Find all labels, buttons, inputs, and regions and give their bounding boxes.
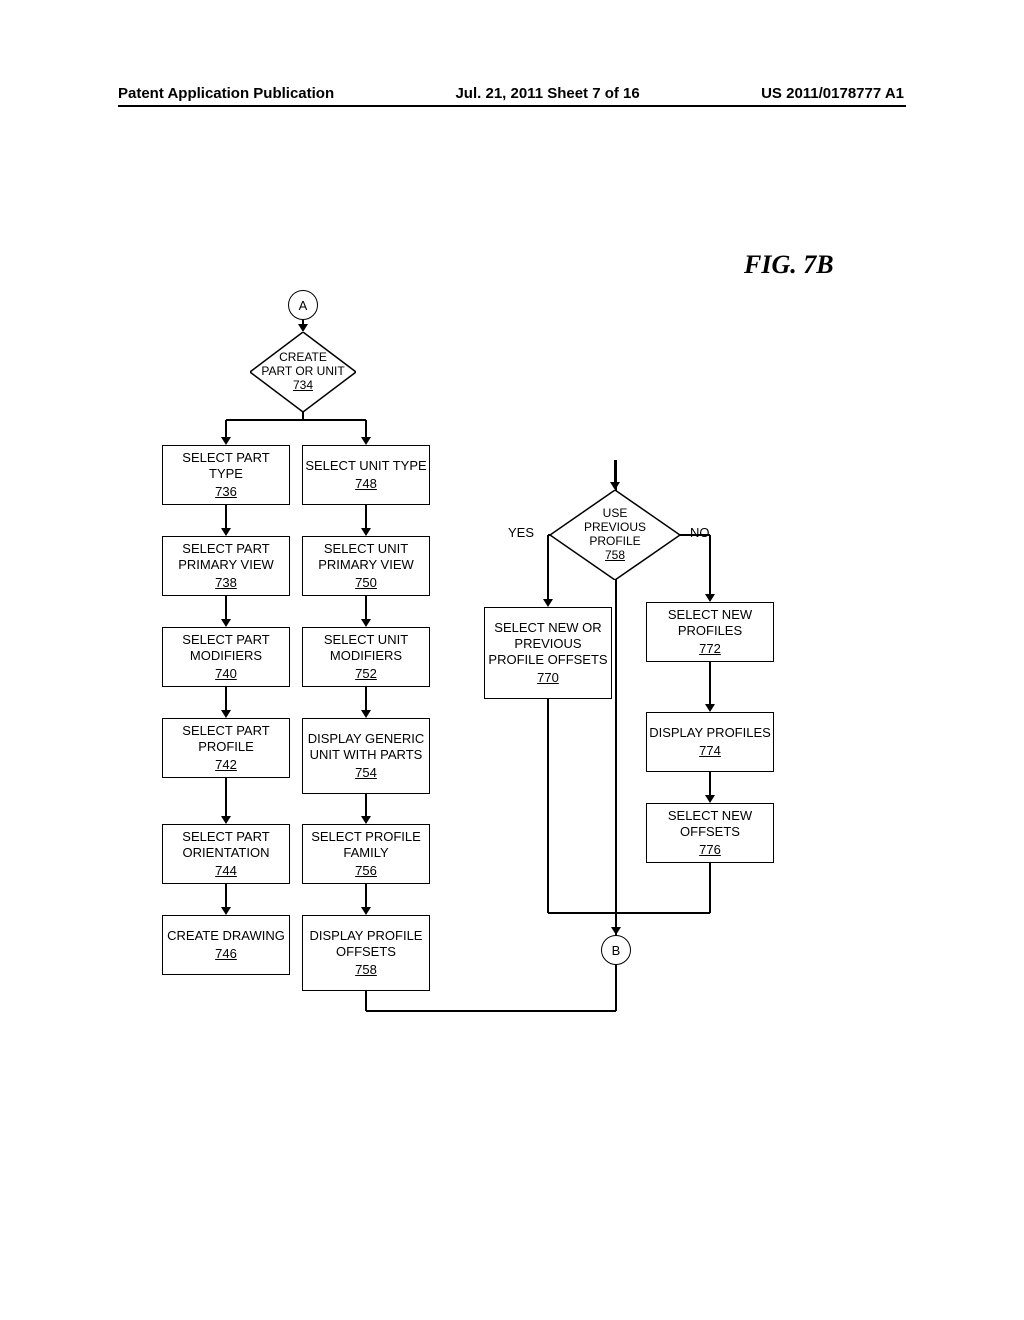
label-yes: YES bbox=[508, 525, 534, 540]
process-box: SELECT NEW OFFSETS776 bbox=[646, 803, 774, 863]
header-left: Patent Application Publication bbox=[118, 85, 334, 102]
process-box: SELECT NEW OR PREVIOUS PROFILE OFFSETS77… bbox=[484, 607, 612, 699]
process-box: DISPLAY PROFILE OFFSETS758 bbox=[302, 915, 430, 991]
connector-a: A bbox=[288, 290, 318, 320]
process-box: SELECT PART ORIENTATION744 bbox=[162, 824, 290, 884]
process-box: SELECT PROFILE FAMILY756 bbox=[302, 824, 430, 884]
process-box: CREATE DRAWING746 bbox=[162, 915, 290, 975]
process-box: SELECT PART MODIFIERS740 bbox=[162, 627, 290, 687]
header-right: US 2011/0178777 A1 bbox=[761, 85, 904, 102]
process-box: SELECT PART PROFILE742 bbox=[162, 718, 290, 778]
process-box: DISPLAY GENERIC UNIT WITH PARTS754 bbox=[302, 718, 430, 794]
process-box: SELECT PART PRIMARY VIEW738 bbox=[162, 536, 290, 596]
decision-create-part-or-unit: CREATEPART OR UNIT734 bbox=[250, 332, 356, 412]
figure-title: FIG. 7B bbox=[744, 250, 834, 280]
header-rule bbox=[118, 105, 906, 107]
decision-use-previous-profile: USEPREVIOUSPROFILE758 bbox=[550, 490, 680, 580]
process-box: SELECT UNIT MODIFIERS752 bbox=[302, 627, 430, 687]
process-box: SELECT NEW PROFILES772 bbox=[646, 602, 774, 662]
process-box: SELECT UNIT PRIMARY VIEW750 bbox=[302, 536, 430, 596]
process-box: SELECT UNIT TYPE748 bbox=[302, 445, 430, 505]
process-box: SELECT PART TYPE736 bbox=[162, 445, 290, 505]
label-no: NO bbox=[690, 525, 710, 540]
connector-b: B bbox=[601, 935, 631, 965]
process-box: DISPLAY PROFILES774 bbox=[646, 712, 774, 772]
header-center: Jul. 21, 2011 Sheet 7 of 16 bbox=[455, 85, 639, 102]
